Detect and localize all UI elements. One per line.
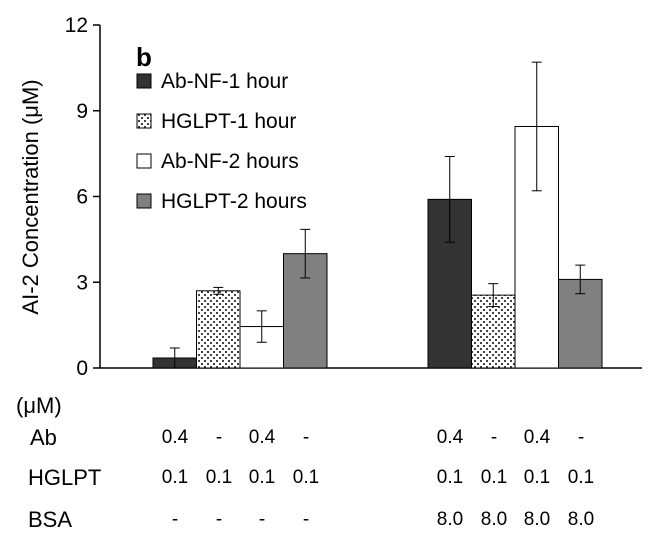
table-cell: 8.0 (523, 509, 551, 530)
table-cell: - (490, 427, 498, 448)
table-cell: - (577, 427, 585, 448)
legend-entry: HGLPT-1 hour (161, 110, 296, 133)
table-cell: 0.1 (523, 467, 551, 488)
table-row-label: HGLPT (28, 465, 102, 490)
table-cell: - (258, 509, 266, 530)
table-row-label: BSA (28, 507, 73, 532)
table-cell: - (302, 509, 310, 530)
panel-label: b (136, 42, 152, 72)
y-tick-label: 3 (76, 271, 88, 294)
legend-entry: Ab-NF-2 hours (161, 150, 299, 173)
y-axis-label: AI-2 Concentration (μM) (18, 79, 43, 314)
table-cell: 0.1 (436, 467, 464, 488)
y-tick-label: 0 (76, 357, 88, 380)
table-cell: 0.4 (436, 427, 464, 448)
table-cell: - (171, 509, 179, 530)
table-cell: 0.1 (567, 467, 595, 488)
legend-swatch (136, 73, 152, 89)
table-cell: 0.1 (292, 467, 320, 488)
table-cell: - (215, 509, 223, 530)
table-cell: 8.0 (567, 509, 595, 530)
table-cell: 0.1 (248, 467, 276, 488)
table-cell: 0.4 (523, 427, 551, 448)
legend: Ab-NF-1 hour HGLPT-1 hour Ab-NF-2 hours HGL… (136, 70, 307, 213)
table-cell: - (302, 427, 310, 448)
bar-chart: AI-2 Concentration (μM) b 0 3 6 9 12 Ab-NF-1… (18, 14, 642, 380)
table-cell: 0.1 (161, 467, 189, 488)
table-unit-label: (μM) (16, 393, 62, 418)
legend-swatch (136, 153, 152, 169)
legend-entry: Ab-NF-1 hour (161, 70, 288, 93)
bar (196, 290, 241, 369)
table-cell: 0.1 (205, 467, 233, 488)
y-tick-label: 9 (76, 100, 88, 123)
legend-entry: HGLPT-2 hours (161, 190, 307, 213)
y-tick-label: 6 (76, 186, 88, 209)
bar (471, 294, 516, 369)
table-row-label: Ab (30, 425, 57, 450)
legend-swatch (136, 113, 152, 129)
table-cell: 0.1 (480, 467, 508, 488)
table-cell: - (215, 427, 223, 448)
legend-swatch (136, 193, 152, 209)
table-cell: 0.4 (161, 427, 189, 448)
table-cell: 8.0 (436, 509, 464, 530)
y-tick-label: 12 (65, 14, 88, 37)
table-cell: 0.4 (248, 427, 276, 448)
table-cell: 8.0 (480, 509, 508, 530)
